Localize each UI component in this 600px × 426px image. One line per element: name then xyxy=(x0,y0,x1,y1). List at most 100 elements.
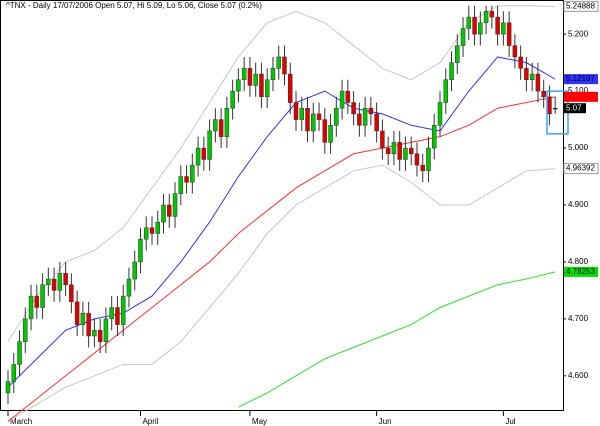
last-value-label: 4.96392 xyxy=(566,164,595,173)
candle-body xyxy=(143,227,149,240)
candle-body xyxy=(472,16,477,35)
last-value-label: 5.12107 xyxy=(566,74,595,83)
candle-body xyxy=(518,56,523,69)
candle-body xyxy=(334,107,339,126)
candle-body xyxy=(97,330,103,342)
x-tick-label: Jul xyxy=(505,417,515,426)
candle-body xyxy=(247,68,253,86)
candle-body xyxy=(299,107,305,120)
candle-body xyxy=(92,330,97,337)
candle-body xyxy=(115,307,120,325)
candle-body xyxy=(305,107,310,132)
candle-body xyxy=(535,73,541,92)
candle-body xyxy=(391,142,397,155)
indicator-line xyxy=(238,271,556,408)
candle-body xyxy=(552,107,558,110)
candle-body xyxy=(437,102,443,126)
candle-body xyxy=(443,79,449,103)
candle-body xyxy=(316,113,322,120)
y-tick-label: 5.100 xyxy=(568,86,589,95)
candle-body xyxy=(132,261,137,280)
candle-body xyxy=(138,238,143,263)
candle-body xyxy=(86,312,91,337)
candle-body xyxy=(103,318,109,342)
candle-body xyxy=(236,79,241,92)
candle-body xyxy=(426,147,431,172)
candle-body xyxy=(51,278,57,291)
candle-body xyxy=(69,284,74,303)
candle-body xyxy=(529,73,535,80)
candle-body xyxy=(270,68,276,80)
candle-body xyxy=(357,113,362,126)
candle-body xyxy=(5,381,11,394)
candle-body xyxy=(190,164,195,183)
candle-body xyxy=(311,113,316,132)
candle-body xyxy=(218,119,224,137)
candle-body xyxy=(201,147,207,160)
candle-body xyxy=(322,119,328,143)
y-tick-label: 4.900 xyxy=(568,200,589,209)
candle-body xyxy=(178,176,184,194)
candle-body xyxy=(17,341,22,365)
candle-body xyxy=(449,62,454,80)
candle-body xyxy=(431,125,437,149)
candle-body xyxy=(489,11,495,18)
candle-body xyxy=(28,295,34,320)
candle-body xyxy=(167,204,172,217)
candle-body xyxy=(207,130,212,160)
last-value-box xyxy=(564,74,598,85)
candle-body xyxy=(213,119,218,132)
candle-body xyxy=(224,107,230,137)
candle-body xyxy=(184,176,189,183)
candle-body xyxy=(63,273,68,285)
candle-body xyxy=(259,73,264,98)
candle-body xyxy=(287,73,293,103)
x-tick-label: April xyxy=(142,417,158,426)
candle-body xyxy=(328,125,333,143)
candle-body xyxy=(80,312,86,325)
candle-body xyxy=(455,45,460,63)
candle-body xyxy=(34,295,40,308)
candle-body xyxy=(351,102,356,115)
candle-body xyxy=(403,147,408,160)
candle-body xyxy=(339,90,345,109)
candle-body xyxy=(57,273,63,291)
last-value-box xyxy=(564,266,598,277)
candle-body xyxy=(478,22,483,35)
indicator-line xyxy=(7,96,556,422)
candle-body xyxy=(40,284,45,308)
candle-body xyxy=(483,11,489,24)
candle-body xyxy=(149,227,155,234)
candle-body xyxy=(385,147,391,155)
candle-body xyxy=(276,56,281,69)
x-tick-label: Jun xyxy=(379,417,392,426)
y-tick-label: 4.600 xyxy=(568,371,589,380)
y-tick-label: 5.200 xyxy=(568,29,589,38)
candle-body xyxy=(126,278,132,297)
candle-body xyxy=(524,68,529,80)
last-value-label: 5.24888 xyxy=(566,1,595,10)
candle-body xyxy=(11,364,17,382)
candle-body xyxy=(541,90,546,98)
candle-body xyxy=(253,73,258,86)
chart-title: ^TNX - Daily 17/07/2006 Open 5.07, Hi 5.… xyxy=(6,1,262,10)
candle-body xyxy=(195,147,201,166)
candle-body xyxy=(109,307,114,320)
candle-body xyxy=(282,56,287,75)
candle-body xyxy=(374,113,379,132)
close-label: 5.07 xyxy=(566,103,582,112)
candle-body xyxy=(161,204,166,223)
candle-body xyxy=(264,79,270,98)
candle-body xyxy=(506,22,512,46)
candle-body xyxy=(230,90,235,109)
y-tick-label: 5.000 xyxy=(568,143,589,152)
x-tick-label: March xyxy=(10,417,32,426)
last-value-box xyxy=(563,163,599,175)
candle-body xyxy=(495,16,500,35)
y-tick-label: 4.800 xyxy=(568,257,589,266)
candle-body xyxy=(380,130,385,149)
candle-body xyxy=(23,318,28,342)
candle-body xyxy=(172,193,178,217)
candle-body xyxy=(501,22,506,35)
